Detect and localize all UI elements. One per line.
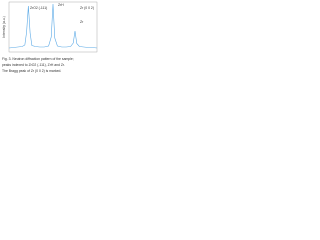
plot-frame (8, 1, 98, 53)
caption-line: Fig. 3. Neutron diffraction pattern of t… (2, 57, 74, 61)
figure: Intensity (a.u.) ZrO2 (-111) ZrH Zr Zr (0 0… (2, 1, 98, 73)
caption-line: peaks indexed to ZrO2 (-111), ZrH and Zr… (2, 63, 65, 67)
annotation: ZrH (58, 3, 64, 7)
annotation: ZrO2 (-111) (30, 6, 47, 10)
y-axis-label: Intensity (a.u.) (2, 16, 6, 37)
data-line (8, 3, 98, 49)
annotation: Zr (80, 20, 84, 24)
annotation: Zr (0 0 2) (80, 6, 94, 10)
caption-line: The Bragg peak of Zr (0 0 2) is marked. (2, 69, 61, 73)
